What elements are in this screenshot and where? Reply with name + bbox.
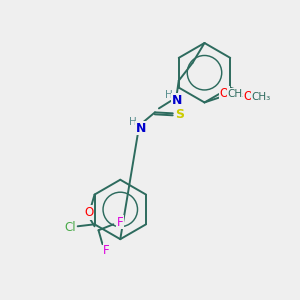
Text: O: O [243,90,253,103]
Text: O: O [220,87,229,100]
Text: Cl: Cl [64,221,76,234]
Text: CH₃: CH₃ [251,92,271,101]
Text: N: N [172,94,182,107]
Text: H: H [129,117,137,127]
Text: O: O [84,206,93,219]
Text: F: F [117,216,124,229]
Text: F: F [103,244,110,256]
Text: CH₃: CH₃ [228,88,247,98]
Text: N: N [136,122,146,135]
Text: H: H [165,89,173,100]
Text: S: S [175,108,184,121]
